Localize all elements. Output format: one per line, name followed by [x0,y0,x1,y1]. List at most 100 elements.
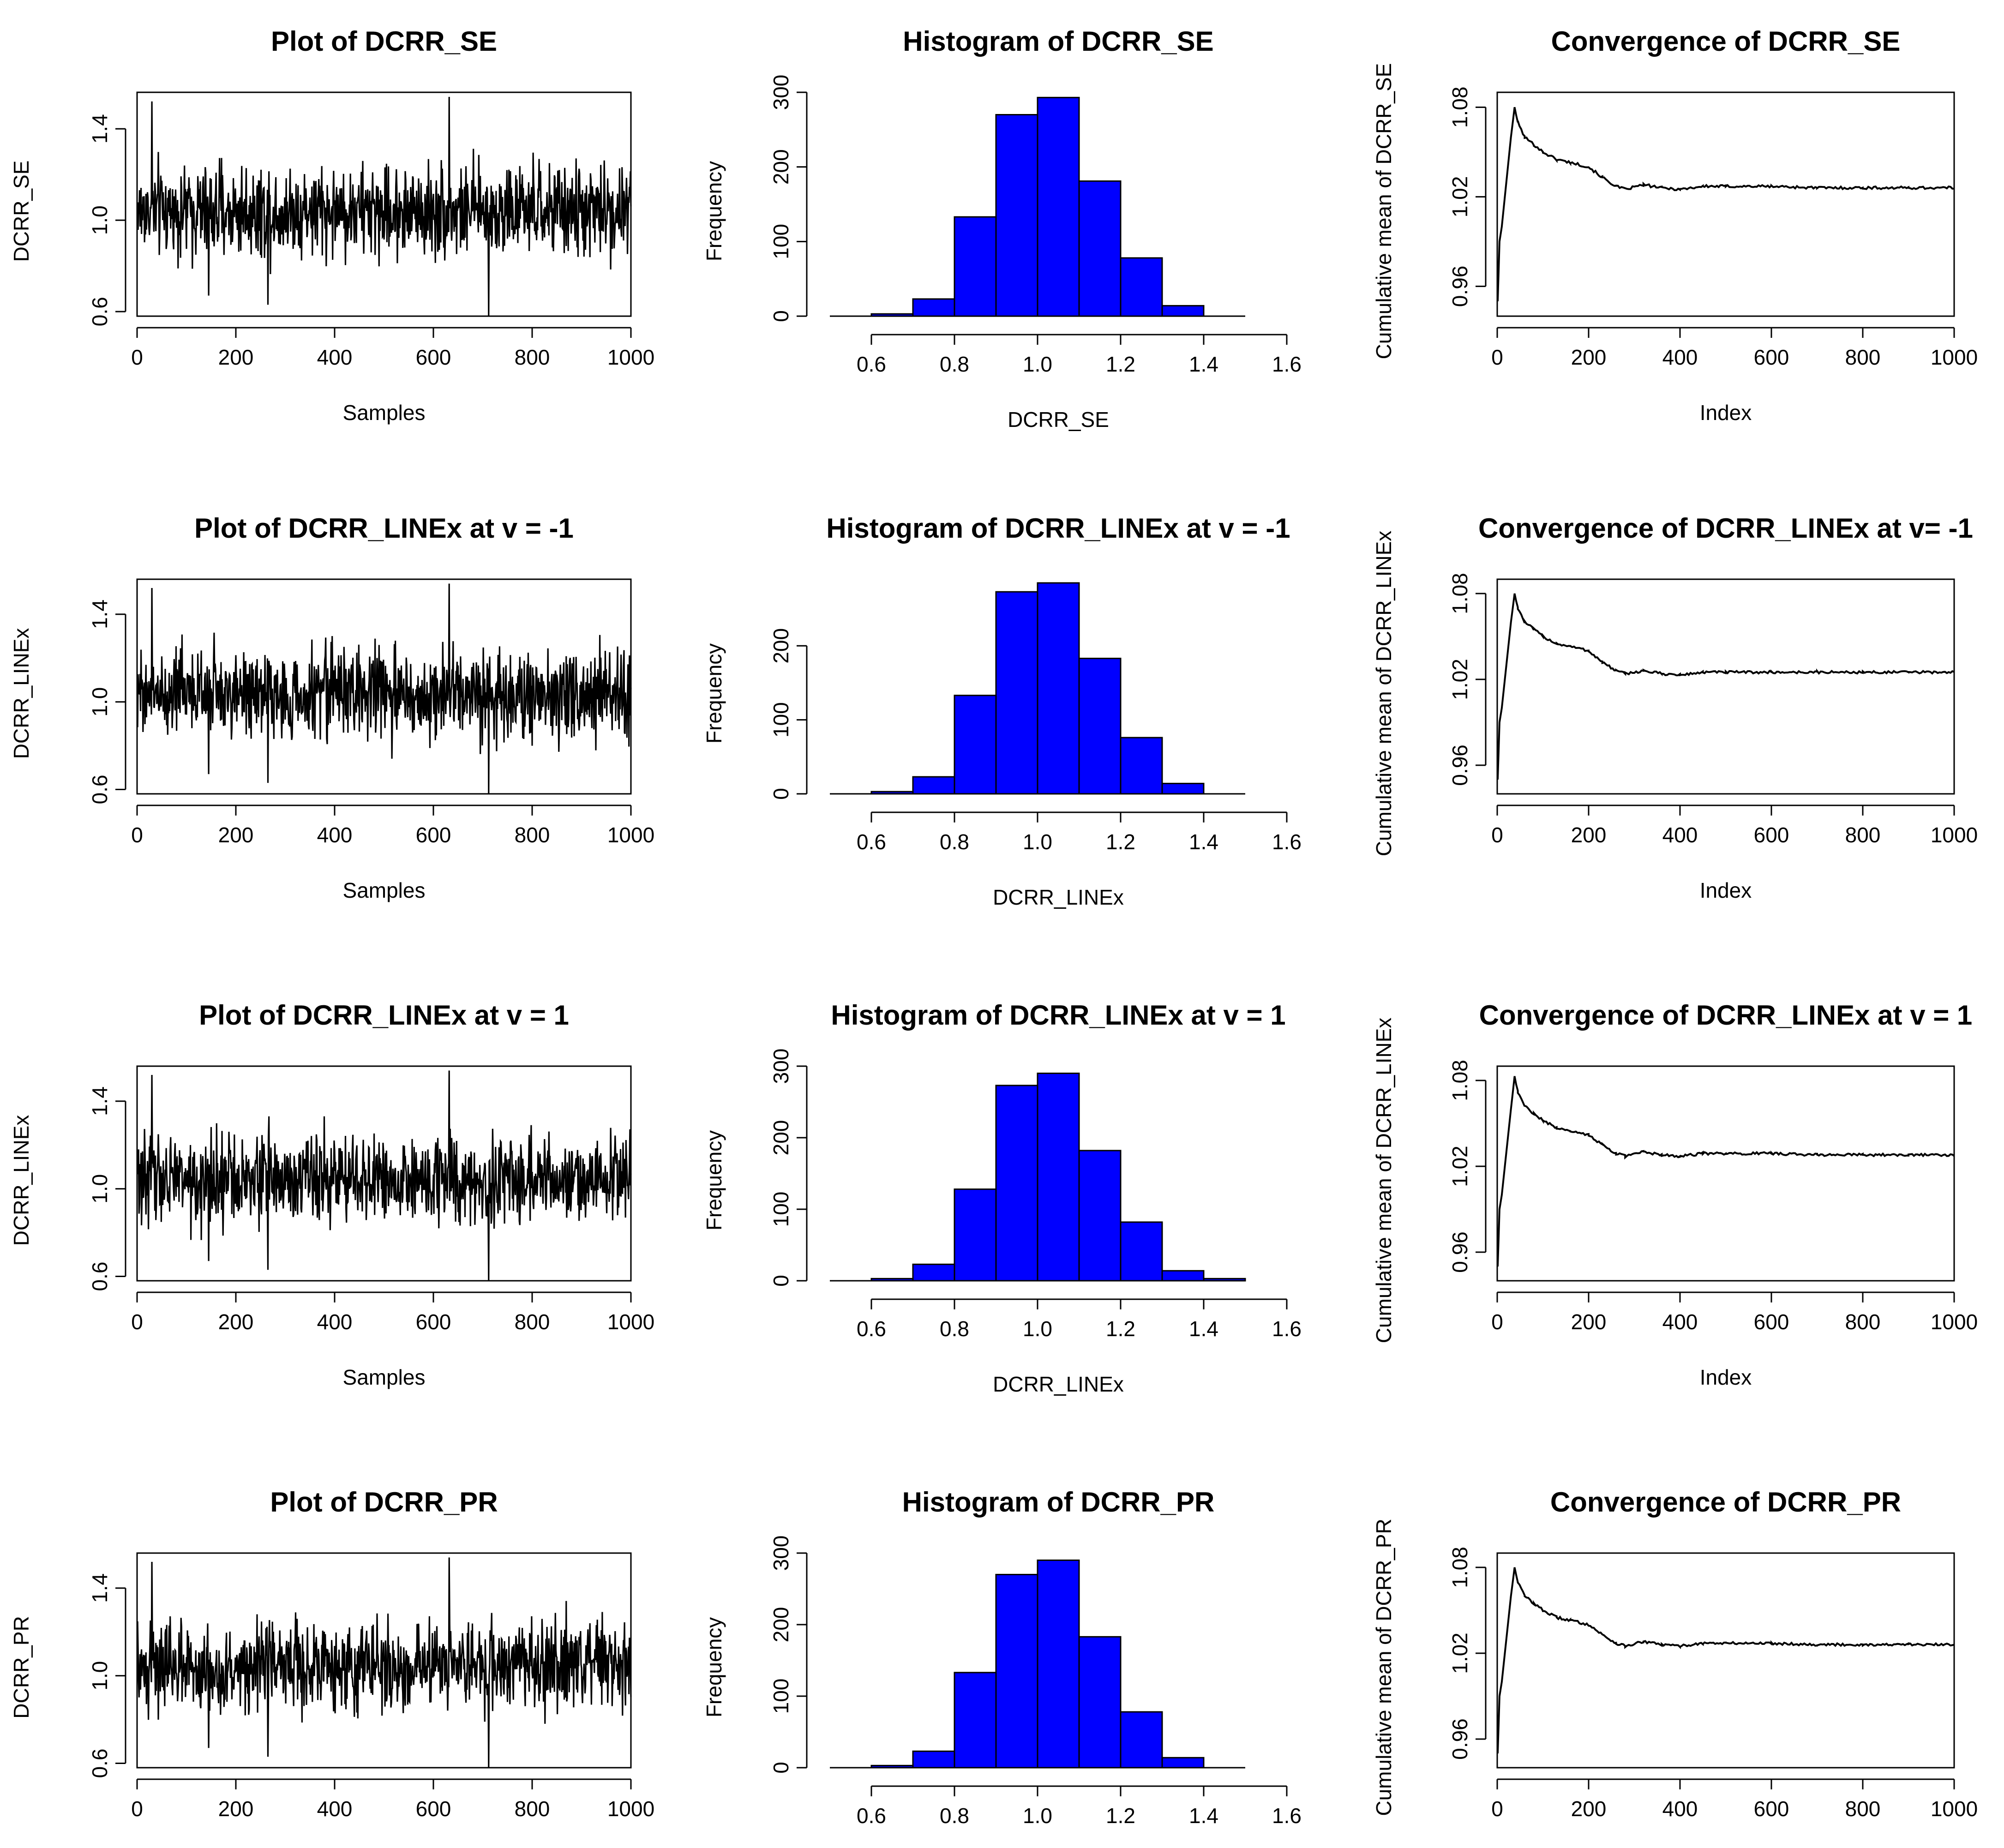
y-tick-label: 1.0 [88,205,112,235]
histogram-bar [995,1574,1038,1769]
x-tick-label: 200 [1571,1797,1607,1821]
x-tick-label: 0 [131,345,143,369]
y-axis-label: DCRR_LINEx [9,1115,33,1246]
x-tick-label: 800 [1845,345,1881,369]
x-tick-label: 600 [1754,823,1789,847]
trace-line [137,1557,632,1768]
histogram-bar [1120,737,1163,795]
panel-title: Histogram of DCRR_LINEx at v = 1 [831,1000,1285,1031]
x-axis-label: Index [1700,1365,1752,1389]
x-tick-label: 1.2 [1106,1804,1135,1828]
x-tick-label: 0.6 [857,830,886,854]
y-tick-label: 0.6 [88,297,112,326]
plot-frame [136,91,632,317]
histogram-bar [954,216,997,317]
x-tick-label: 1.0 [1023,1804,1052,1828]
x-tick-label: 1.6 [1272,1317,1302,1341]
y-tick-label: 100 [769,224,793,259]
x-tick-label: 0 [1491,823,1503,847]
y-tick-label: 300 [769,75,793,110]
x-tick-label: 1.0 [1023,1317,1052,1341]
x-tick-label: 200 [218,823,254,847]
histogram-bar [1161,305,1205,317]
y-tick-label: 0 [769,1762,793,1774]
x-tick-label: 200 [1571,823,1607,847]
y-tick-label: 0.96 [1448,1718,1472,1760]
x-tick-label: 0 [1491,345,1503,369]
x-tick-label: 1000 [1931,345,1978,369]
x-tick-label: 1000 [1931,1310,1978,1334]
x-tick-label: 0.8 [940,1317,969,1341]
x-tick-label: 400 [317,823,353,847]
y-tick-label: 0.96 [1448,1231,1472,1273]
plot-frame [136,1065,632,1282]
x-tick-label: 600 [416,823,451,847]
trace-line [137,583,632,794]
panel-1-2: Histogram of DCRR_SE 0.6 0.8 1.0 1.2 1.4 1.6 DC… [702,26,1302,432]
x-tick-label: 1.6 [1272,352,1302,376]
plot-frame [1496,578,1955,795]
x-tick-label: 400 [1662,823,1698,847]
x-tick-label: 600 [416,1310,451,1334]
y-tick-label: 1.4 [88,600,112,629]
y-tick-label: 200 [769,1607,793,1643]
histogram-bar [1037,582,1080,795]
x-tick-label: 0.6 [857,1804,886,1828]
y-tick-label: 100 [769,1192,793,1227]
y-tick-label: 0.96 [1448,744,1472,786]
x-tick-label: 1000 [607,345,654,369]
trace-line [137,1070,632,1281]
y-tick-label: 0.6 [88,1749,112,1778]
panel-title: Convergence of DCRR_LINEx at v = 1 [1479,1000,1973,1031]
y-axis-label: Frequency [702,161,726,261]
x-tick-label: 1000 [607,1797,654,1821]
panel-2-3: Convergence of DCRR_LINEx at v= -1 0 200 40… [1372,513,1978,902]
x-tick-label: 1000 [607,823,654,847]
y-tick-label: 300 [769,1049,793,1084]
y-tick-label: 1.02 [1448,1632,1472,1674]
y-tick-label: 200 [769,1120,793,1156]
histogram-bar [995,591,1038,795]
panel-title: Histogram of DCRR_PR [902,1487,1215,1518]
x-axis-label: DCRR_SE [1008,408,1109,432]
x-tick-label: 0.6 [857,352,886,376]
panel-title: Convergence of DCRR_SE [1551,26,1901,57]
histogram-bar [1120,1711,1163,1769]
x-tick-label: 1.2 [1106,352,1135,376]
plot-frame [1496,1065,1955,1282]
x-axis-label: Samples [343,1365,426,1389]
histogram-bar [1078,180,1122,317]
x-tick-label: 1.2 [1106,1317,1135,1341]
histogram-bar [1078,1150,1122,1282]
panel-title: Convergence of DCRR_LINEx at v= -1 [1478,513,1973,544]
histogram-bar [1120,1221,1163,1282]
y-tick-label: 100 [769,1679,793,1714]
plot-frame [136,578,632,795]
y-tick-label: 0.96 [1448,266,1472,307]
y-tick-label: 1.0 [88,1661,112,1691]
x-tick-label: 400 [317,1310,353,1334]
x-tick-label: 1.4 [1189,1317,1218,1341]
y-tick-label: 1.4 [88,114,112,144]
panel-title: Plot of DCRR_LINEx at v = 1 [199,1000,569,1031]
histogram-bar [954,695,997,795]
x-tick-label: 400 [1662,345,1698,369]
panel-title: Plot of DCRR_PR [270,1487,498,1518]
y-axis-label: Cumulative mean of DCRR_LINEx [1372,531,1396,857]
x-axis-label: Index [1700,878,1752,902]
panel-1-1: Plot of DCRR_SE 0 200 400 600 800 1000 Samples 0… [9,26,654,425]
histogram-bar [1161,783,1205,795]
histogram-bar [1120,257,1163,317]
x-tick-label: 400 [317,345,353,369]
histogram-bar [995,114,1038,317]
histogram-bar [1161,1270,1205,1282]
histogram-bar [1078,658,1122,795]
panel-4-3: Convergence of DCRR_PR 0 200 400 600 800 1000 0… [1372,1487,1978,1821]
y-tick-label: 1.08 [1448,573,1472,614]
x-tick-label: 600 [1754,345,1789,369]
x-tick-label: 400 [317,1797,353,1821]
y-axis-label: DCRR_PR [9,1616,33,1718]
trace-line [137,96,632,317]
y-tick-label: 1.08 [1448,1547,1472,1588]
y-tick-label: 0.6 [88,1262,112,1291]
